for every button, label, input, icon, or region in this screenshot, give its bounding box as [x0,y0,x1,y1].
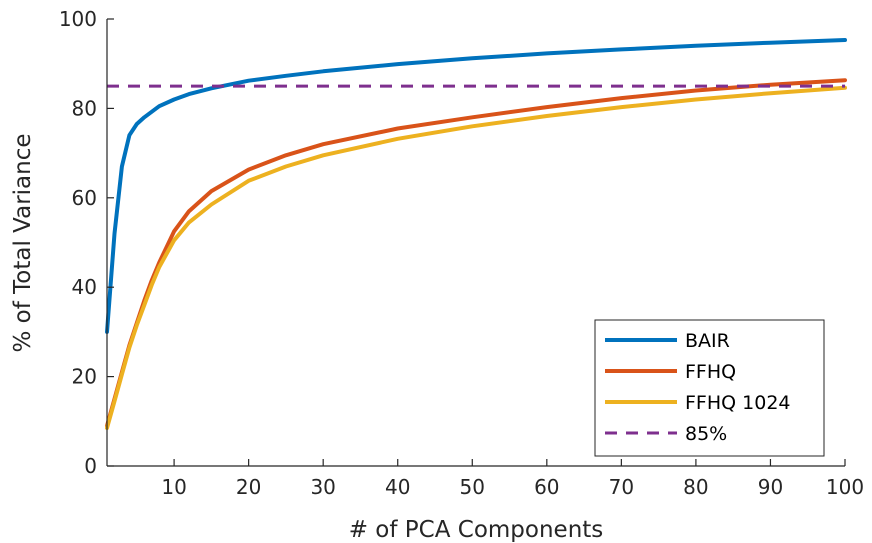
y-tick-label: 100 [59,7,97,31]
y-axis-label: % of Total Variance [10,133,36,352]
legend: BAIR FFHQ FFHQ 1024 85% [594,319,825,457]
series-line-2 [105,85,847,430]
y-tick-label: 40 [72,275,97,299]
y-tick-label: 80 [72,96,97,120]
axes [106,18,846,467]
x-tick-label: 20 [236,475,261,499]
x-tick-label: 90 [758,475,783,499]
series-line-0 [105,38,847,334]
legend-label: BAIR [685,330,730,352]
x-tick-label: 70 [609,475,634,499]
x-axis-label: # of PCA Components [349,517,604,543]
y-tick-label: 20 [72,365,97,389]
y-tick-label: 60 [72,186,97,210]
x-tick-label: 30 [310,475,335,499]
y-tick-label: 0 [84,454,97,478]
x-tick-label: 50 [460,475,485,499]
x-tick-label: 10 [161,475,186,499]
x-tick-label: 40 [385,475,410,499]
legend-label: FFHQ 1024 [685,392,791,414]
legend-label: 85% [685,423,727,445]
legend-label: FFHQ [685,361,736,383]
x-tick-label: 100 [826,475,864,499]
x-tick-label: 80 [683,475,708,499]
x-tick-label: 60 [534,475,559,499]
series-layer [105,38,847,430]
tick-labels: 10 20 30 40 50 60 70 80 90 100 0 20 40 60 80 100 [59,7,864,499]
